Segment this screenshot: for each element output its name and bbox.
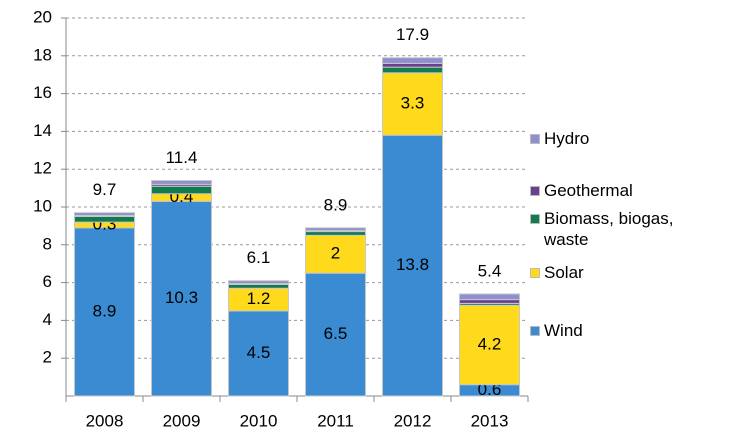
- bar-segment: [304, 272, 367, 397]
- bar-segment: [73, 212, 136, 217]
- y-tick-label: 14: [33, 121, 52, 140]
- legend-item: Solar: [530, 262, 745, 283]
- data-label: 4.2: [478, 334, 502, 353]
- y-tick-label: 20: [33, 7, 52, 26]
- x-tick-label: 2013: [471, 411, 509, 430]
- x-tick-label: 2012: [394, 411, 432, 430]
- data-label: 1.2: [247, 289, 271, 308]
- data-label: 10.3: [165, 288, 198, 307]
- data-label: 8.9: [93, 301, 117, 320]
- x-tick-label: 2011: [317, 411, 354, 430]
- bar-segment: [381, 62, 444, 68]
- data-label: 13.8: [396, 255, 429, 274]
- total-label: 5.4: [478, 261, 502, 280]
- total-label: 8.9: [324, 195, 348, 214]
- bar-segment: [381, 72, 444, 136]
- data-label: 3.3: [401, 93, 425, 112]
- y-tick-label: 18: [33, 45, 52, 64]
- y-tick-label: 8: [43, 234, 52, 253]
- legend-swatch: [530, 186, 540, 196]
- total-label: 11.4: [166, 148, 198, 167]
- data-label: 4.5: [247, 343, 271, 362]
- bar-segment: [381, 134, 444, 397]
- y-tick-label: 12: [33, 159, 52, 178]
- bar-segment: [381, 57, 444, 64]
- legend-item: Geothermal: [530, 180, 745, 201]
- x-tick-label: 2009: [163, 411, 201, 430]
- legend-swatch: [530, 134, 540, 144]
- x-tick-label: 2008: [86, 411, 124, 430]
- bar-segment: [458, 299, 521, 304]
- bar-segment: [458, 293, 521, 301]
- bar-segment: [73, 227, 136, 397]
- bar-segment: [304, 231, 367, 236]
- legend-item: Hydro: [530, 128, 745, 149]
- bar-segment: [458, 304, 521, 386]
- y-tick-label: 16: [33, 83, 52, 102]
- data-label: 2: [331, 244, 340, 263]
- legend-swatch: [530, 326, 540, 336]
- legend-label: Geothermal: [544, 181, 633, 200]
- bar-segment: [73, 215, 136, 223]
- bar-segment: [227, 280, 290, 285]
- bar-segment: [150, 180, 213, 185]
- legend-swatch: [530, 268, 540, 278]
- bar-segment: [150, 185, 213, 195]
- bar-segment: [381, 66, 444, 74]
- bar-segment: [227, 283, 290, 289]
- y-tick-label: 2: [43, 348, 52, 367]
- y-tick-label: 10: [33, 196, 52, 215]
- y-tick-label: 4: [43, 310, 52, 329]
- total-label: 9.7: [93, 180, 117, 199]
- legend-label: Biomass, biogas, waste: [544, 209, 674, 249]
- x-tick-label: 2010: [240, 411, 278, 430]
- legend-label: Wind: [544, 321, 583, 340]
- legend-label: Solar: [544, 263, 584, 282]
- bar-segment: [227, 310, 290, 397]
- total-label: 6.1: [247, 248, 271, 267]
- y-tick-label: 6: [43, 272, 52, 291]
- legend-item: Biomass, biogas, waste: [530, 208, 745, 250]
- legend-item: Wind: [530, 320, 745, 341]
- data-label: 6.5: [324, 324, 348, 343]
- legend-label: Hydro: [544, 129, 590, 148]
- bar-segment: [304, 227, 367, 232]
- legend-swatch: [530, 214, 540, 224]
- total-label: 17.9: [396, 25, 429, 44]
